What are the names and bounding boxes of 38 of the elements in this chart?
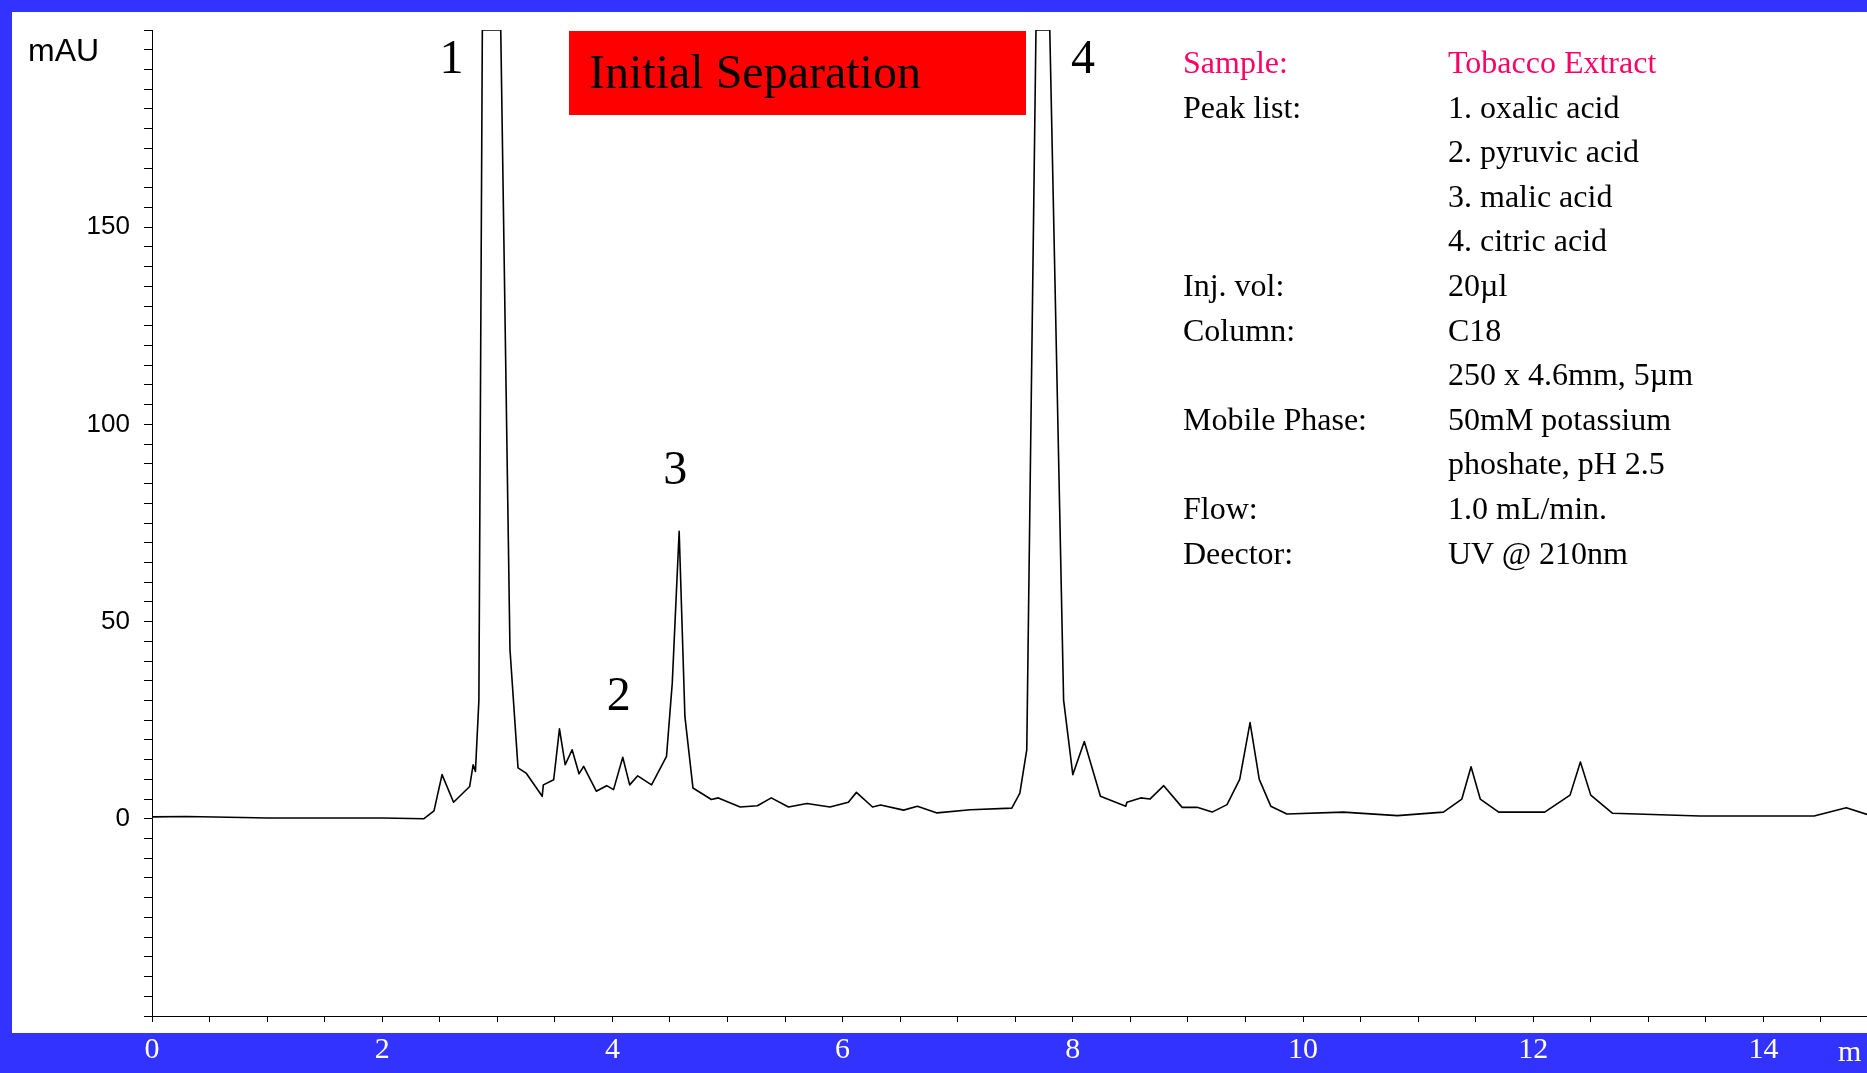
chart-title: Initial Separation: [589, 44, 921, 98]
annotation: phoshate, pH 2.5: [1448, 444, 1665, 484]
annotation: 1: [439, 29, 464, 83]
annotation: Mobile Phase:: [1183, 399, 1368, 439]
annotation: 2: [606, 666, 631, 720]
x-tick-label: 10: [1288, 1030, 1319, 1064]
annotation: UV @ 210nm: [1448, 533, 1628, 573]
annotation: Column:: [1183, 310, 1296, 350]
annotation: 3: [663, 440, 688, 494]
x-tick-label: 4: [604, 1030, 620, 1064]
x-tick-label: 6: [835, 1030, 851, 1064]
annotation: 3. malic acid: [1448, 176, 1613, 216]
y-tick-label: 0: [115, 801, 130, 832]
annotation: C18: [1448, 310, 1502, 350]
annotation: Peak list:: [1183, 87, 1303, 127]
annotation: Tobacco Extract: [1448, 43, 1657, 82]
annotation: 1. oxalic acid: [1448, 87, 1620, 127]
annotation: Deector:: [1183, 533, 1295, 573]
annotation: 4: [1070, 29, 1095, 83]
x-tick-label: 14: [1748, 1030, 1779, 1064]
annotation: Flow:: [1183, 488, 1259, 528]
x-tick-label: 8: [1065, 1030, 1081, 1064]
annotation: 2. pyruvic acid: [1448, 132, 1640, 172]
x-tick-label: 0: [144, 1030, 160, 1064]
annotation: 50mM potassium: [1448, 399, 1672, 439]
annotation: Inj. vol:: [1183, 265, 1286, 305]
y-tick-label: 50: [101, 604, 130, 635]
x-axis-title: m: [1838, 1033, 1862, 1067]
y-tick-label: 150: [86, 210, 130, 241]
x-tick-label: 2: [374, 1030, 390, 1064]
annotation: 1.0 mL/min.: [1448, 488, 1608, 528]
annotation: 20µl: [1448, 265, 1508, 305]
annotation: 4. citric acid: [1448, 221, 1608, 261]
annotation: 250 x 4.6mm, 5µm: [1448, 355, 1694, 395]
y-tick-label: 100: [86, 407, 130, 438]
annotation: Sample:: [1183, 43, 1289, 82]
y-axis-title: mAU: [28, 31, 100, 68]
x-tick-label: 12: [1518, 1030, 1549, 1064]
